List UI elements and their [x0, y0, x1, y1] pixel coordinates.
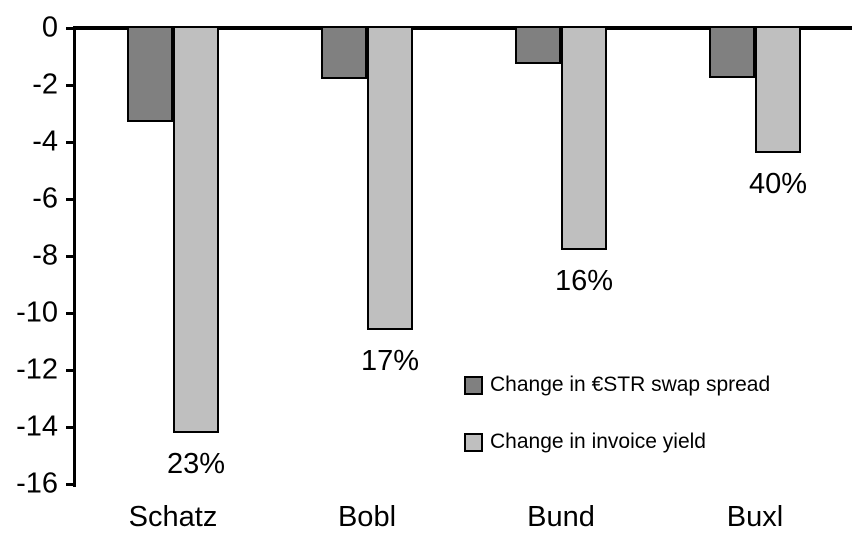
legend-label-invoice-yield: Change in invoice yield [490, 430, 706, 453]
y-tick-label: -2 [32, 68, 58, 101]
bar-schatz-invoice-yield [173, 26, 219, 433]
y-tick-label: 0 [41, 11, 58, 44]
y-tick-label: -14 [16, 410, 58, 443]
data-label-bobl: 17% [360, 345, 420, 378]
bar-bund-swap-spread [515, 26, 561, 64]
legend-item-invoice-yield: Change in invoice yield [464, 428, 706, 456]
bar-buxl-invoice-yield [755, 26, 801, 154]
y-tick-mark [66, 140, 76, 144]
zero-axis-line [73, 26, 852, 30]
y-tick-mark [66, 197, 76, 201]
legend-swatch-swap-spread [464, 375, 483, 395]
data-label-buxl: 40% [748, 168, 808, 201]
category-label-schatz: Schatz [128, 501, 218, 533]
legend-swatch-invoice-yield [464, 432, 483, 452]
bar-bund-invoice-yield [561, 26, 607, 251]
y-tick-mark [66, 311, 76, 315]
legend-item-swap-spread: Change in €STR swap spread [464, 371, 770, 399]
category-label-bund: Bund [527, 501, 595, 533]
y-tick-mark [66, 254, 76, 258]
y-tick-label: -16 [16, 467, 58, 500]
bar-buxl-swap-spread [709, 26, 755, 78]
y-tick-mark [66, 26, 76, 30]
legend-label-swap-spread: Change in €STR swap spread [490, 373, 771, 396]
y-tick-mark [66, 425, 76, 429]
y-tick-mark [66, 83, 76, 87]
y-tick-label: -10 [16, 296, 58, 329]
y-tick-label: -12 [16, 353, 58, 386]
y-tick-label: -6 [32, 182, 58, 215]
y-tick-label: -8 [32, 239, 58, 272]
bar-schatz-swap-spread [127, 26, 173, 123]
y-tick-label: -4 [32, 125, 58, 158]
y-tick-mark [66, 482, 76, 486]
category-label-buxl: Buxl [726, 501, 784, 533]
y-tick-mark [66, 368, 76, 372]
bar-bobl-invoice-yield [367, 26, 413, 331]
data-label-schatz: 23% [166, 447, 226, 480]
category-label-bobl: Bobl [337, 501, 397, 533]
data-label-bund: 16% [554, 265, 614, 298]
bar-bobl-swap-spread [321, 26, 367, 80]
